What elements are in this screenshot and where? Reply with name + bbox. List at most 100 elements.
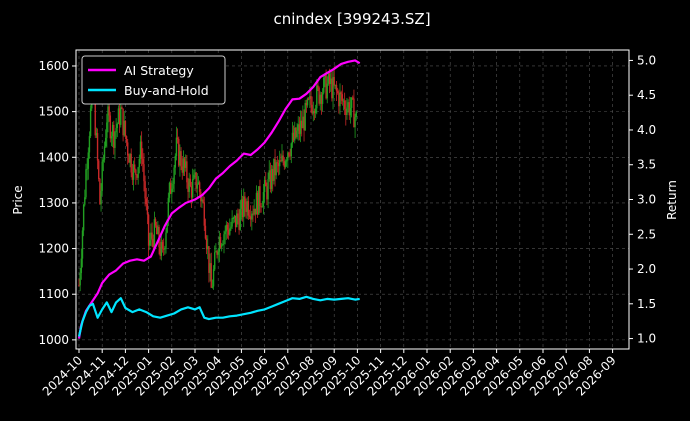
candle-body xyxy=(151,232,153,239)
candle-body xyxy=(350,97,353,108)
candle-body xyxy=(159,247,161,256)
candle-body xyxy=(312,111,315,114)
candle-body xyxy=(254,208,257,215)
candle-body xyxy=(234,215,237,228)
candle-body xyxy=(121,107,123,109)
candle-body xyxy=(261,206,263,208)
candle-body xyxy=(237,213,239,219)
candle-body xyxy=(260,205,262,208)
candle-body xyxy=(285,160,288,162)
left-axis-label: Price xyxy=(11,185,25,214)
candle-body xyxy=(291,132,294,144)
candle-body xyxy=(186,161,188,183)
left-tick-label: 1300 xyxy=(38,196,69,210)
candle-body xyxy=(116,123,118,129)
candle-body xyxy=(222,243,224,245)
candle-body xyxy=(249,216,252,220)
candle-body xyxy=(278,160,281,167)
candle-body xyxy=(240,199,243,209)
candle-body xyxy=(165,232,167,248)
candle-body xyxy=(135,169,137,175)
candle-body xyxy=(236,213,238,228)
candle-body xyxy=(301,120,303,129)
candle-body xyxy=(137,167,139,178)
candle-body xyxy=(117,108,120,124)
candle-body xyxy=(314,108,317,114)
candle-body xyxy=(347,102,349,108)
candle-body xyxy=(241,199,244,218)
candle-body xyxy=(330,78,332,84)
candle-body xyxy=(319,94,321,104)
candle-body xyxy=(99,178,101,205)
candle-body xyxy=(269,170,272,189)
candle-body xyxy=(120,107,122,125)
candle-body xyxy=(307,98,310,100)
candle-body xyxy=(179,151,181,166)
candle-body xyxy=(332,77,334,99)
candle-body xyxy=(346,107,348,115)
candle-body xyxy=(140,141,143,159)
candle-body xyxy=(232,217,234,219)
candle-body xyxy=(281,155,283,162)
candle-body xyxy=(203,202,205,226)
candle-body xyxy=(107,106,109,123)
candle-body xyxy=(253,208,255,215)
candle-body xyxy=(138,158,141,168)
candle-body xyxy=(102,159,105,162)
candle-body xyxy=(274,158,276,176)
candle-body xyxy=(259,186,261,206)
candle-body xyxy=(194,172,196,175)
candle-body xyxy=(327,73,330,84)
candle-body xyxy=(212,269,215,287)
candle-body xyxy=(161,241,164,249)
candle-body xyxy=(164,247,166,250)
candle-body xyxy=(238,218,240,230)
candle-body xyxy=(273,158,275,181)
candle-body xyxy=(298,124,301,134)
candle-body xyxy=(125,136,128,143)
candle-body xyxy=(218,237,221,252)
candle-body xyxy=(84,197,86,205)
candle-body xyxy=(197,182,200,185)
candle-body xyxy=(167,197,170,220)
candle-body xyxy=(313,111,316,114)
candle-body xyxy=(270,168,273,189)
candle-body xyxy=(333,77,335,86)
left-tick-label: 1000 xyxy=(38,333,69,347)
candle-body xyxy=(131,172,134,180)
candle-body xyxy=(182,158,185,173)
right-tick-label: 1.0 xyxy=(637,332,656,346)
candle-body xyxy=(276,162,279,164)
candle-body xyxy=(321,92,324,104)
ai-strategy-line xyxy=(77,59,361,339)
candle-body xyxy=(129,153,131,163)
candle-body xyxy=(82,204,85,231)
candle-body xyxy=(95,133,98,136)
return-lines xyxy=(77,59,361,339)
candle-body xyxy=(207,246,209,250)
candle-body xyxy=(340,92,342,95)
candle-body xyxy=(210,263,212,288)
candle-body xyxy=(353,98,355,128)
candle-body xyxy=(195,172,197,189)
candle-body xyxy=(233,215,236,218)
right-tick-label: 3.0 xyxy=(637,193,656,207)
left-tick-label: 1100 xyxy=(38,287,69,301)
candle-body xyxy=(272,168,274,181)
legend-box xyxy=(81,55,226,105)
candle-body xyxy=(297,124,299,131)
candle-body xyxy=(342,100,345,102)
candle-body xyxy=(175,137,178,156)
candle-body xyxy=(302,116,304,129)
candle-body xyxy=(128,155,130,163)
candle-body xyxy=(144,181,146,199)
candle-body xyxy=(245,207,247,212)
candle-body xyxy=(169,182,172,194)
candle-body xyxy=(139,141,142,159)
right-tick-label: 2.5 xyxy=(637,227,656,241)
candle-body xyxy=(219,237,222,248)
candle-body xyxy=(266,186,268,200)
right-tick-label: 5.0 xyxy=(637,53,656,67)
candle-body xyxy=(282,155,284,162)
candle-body xyxy=(251,213,253,220)
